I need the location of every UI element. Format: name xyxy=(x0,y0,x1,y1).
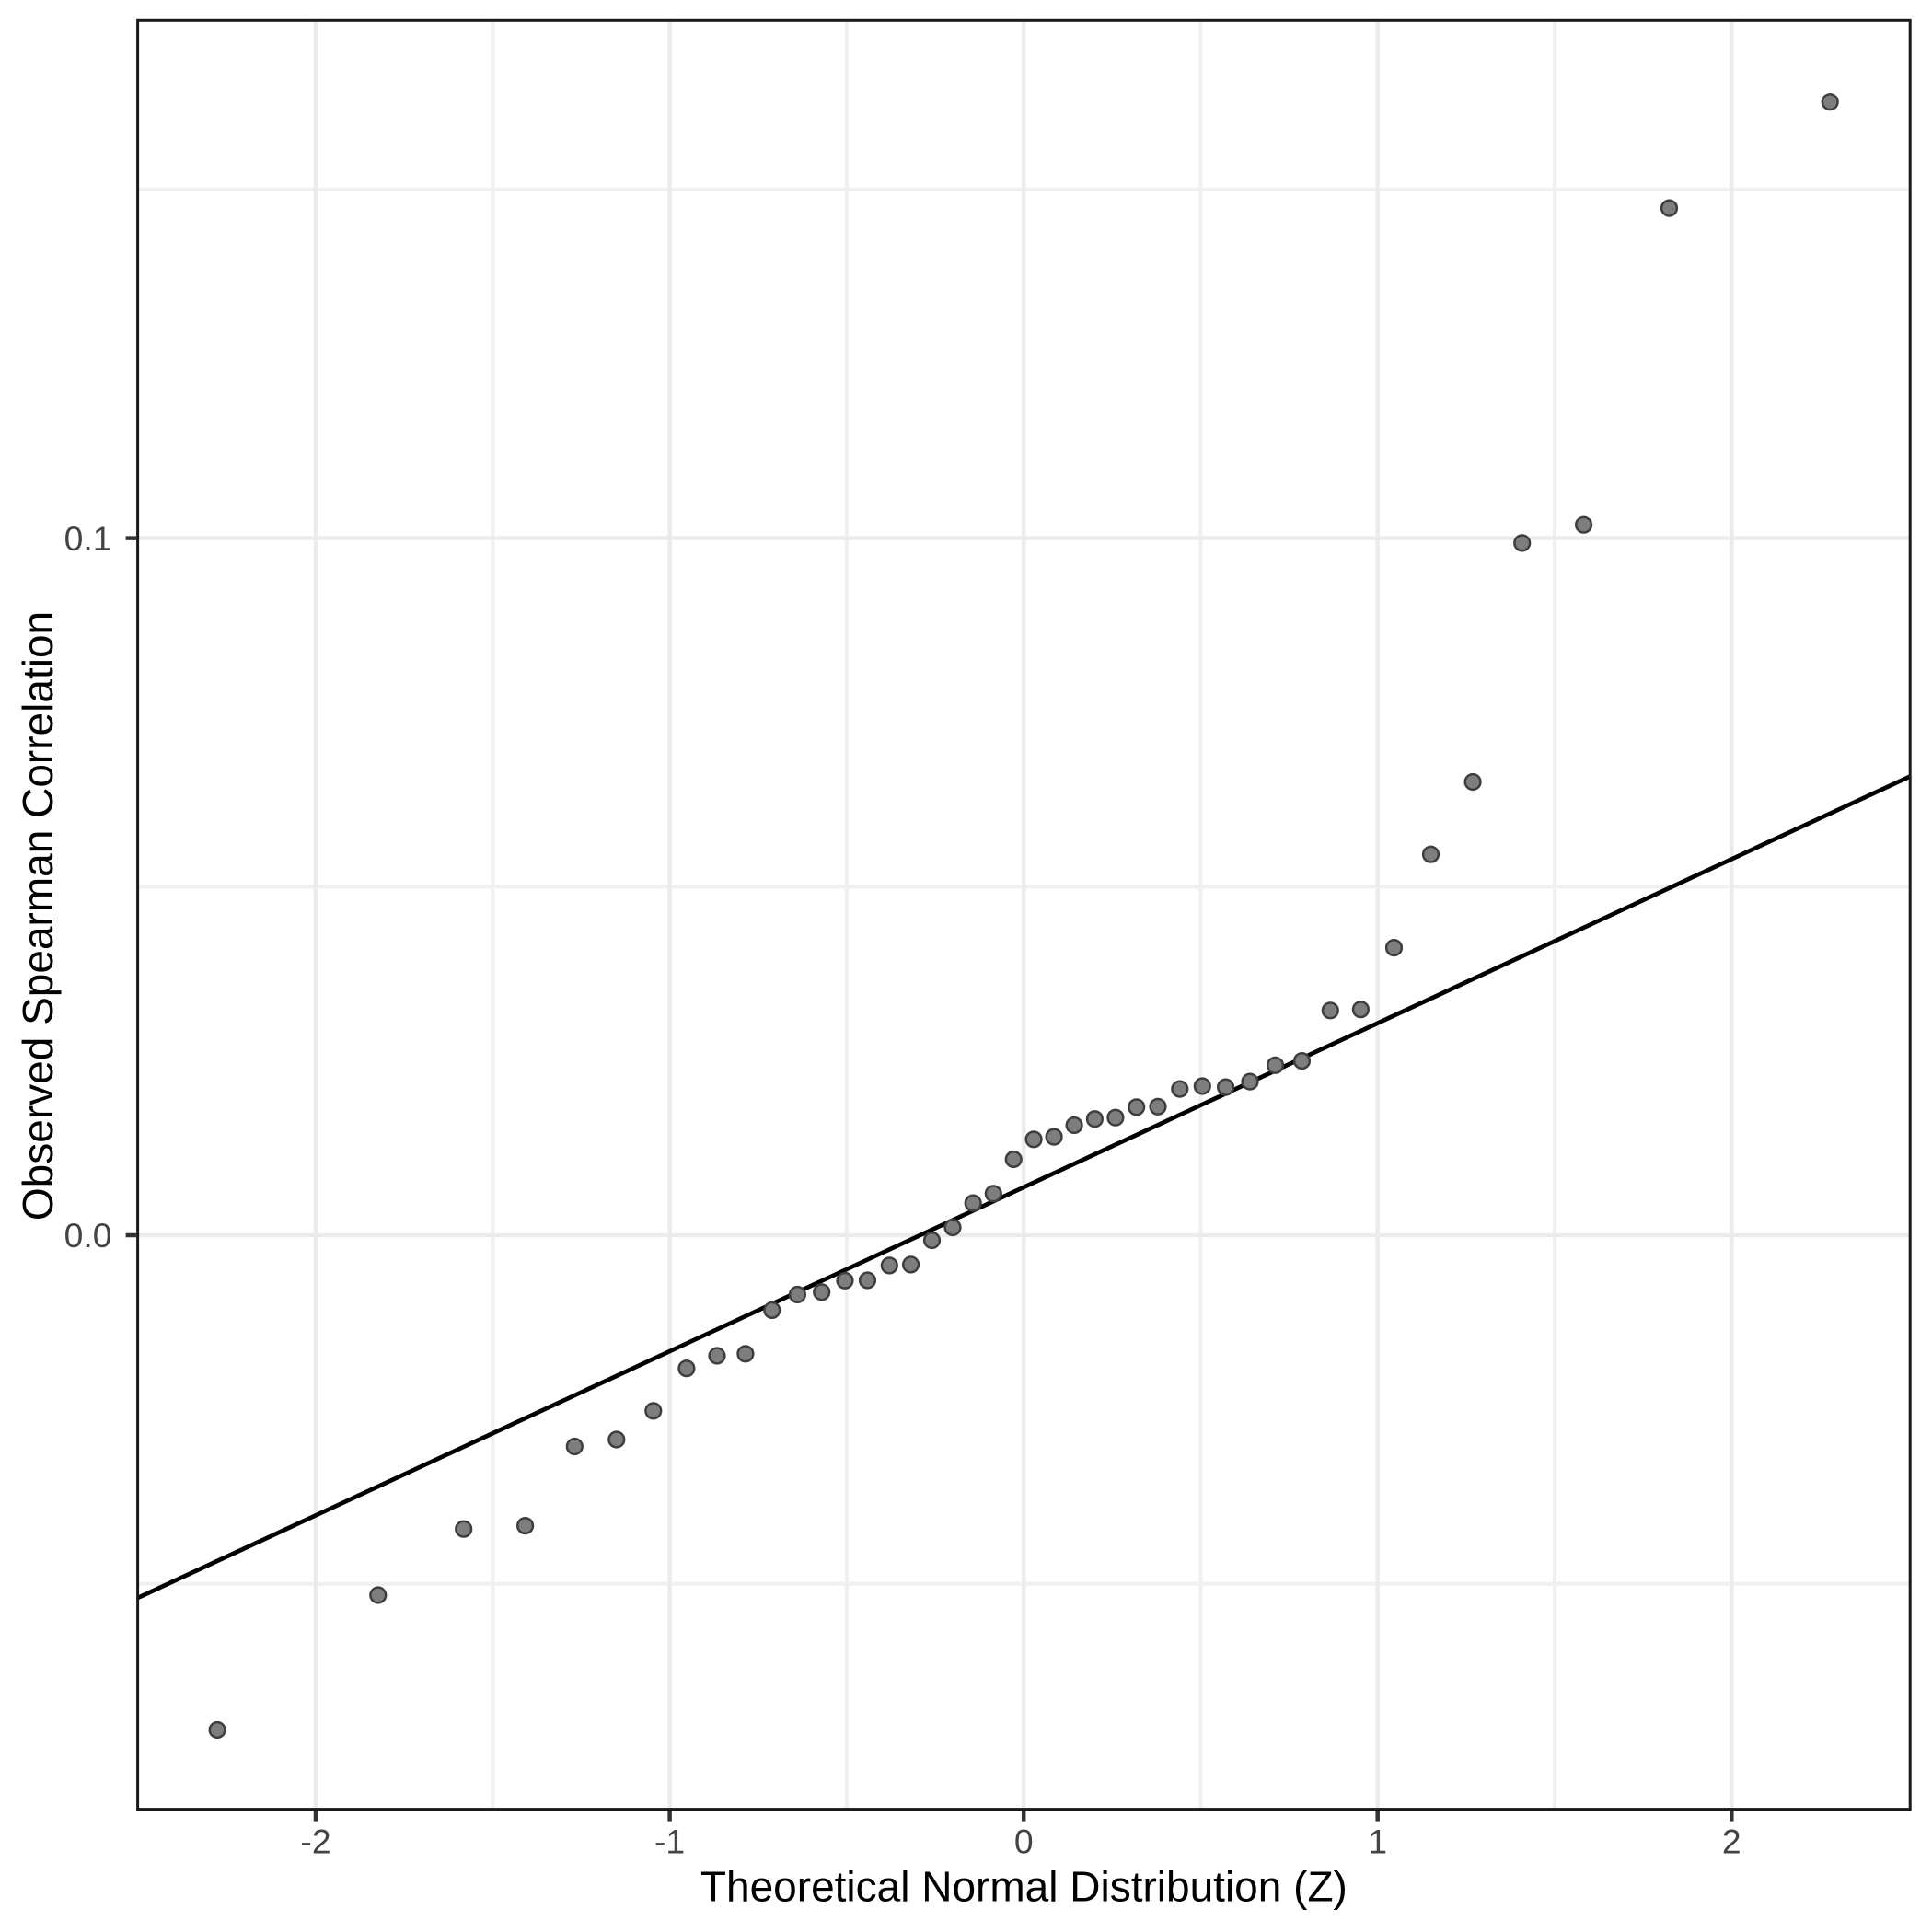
svg-text:1: 1 xyxy=(1368,1822,1387,1861)
svg-text:-1: -1 xyxy=(654,1822,685,1861)
svg-text:0.1: 0.1 xyxy=(64,519,112,558)
svg-text:2: 2 xyxy=(1722,1822,1741,1861)
svg-text:0: 0 xyxy=(1014,1822,1034,1861)
svg-text:-2: -2 xyxy=(300,1822,330,1861)
svg-text:Theoretical Normal Distributio: Theoretical Normal Distribution (Z) xyxy=(700,1863,1348,1911)
svg-text:0.0: 0.0 xyxy=(64,1216,112,1255)
svg-text:Observed Spearman Correlation: Observed Spearman Correlation xyxy=(14,611,62,1221)
